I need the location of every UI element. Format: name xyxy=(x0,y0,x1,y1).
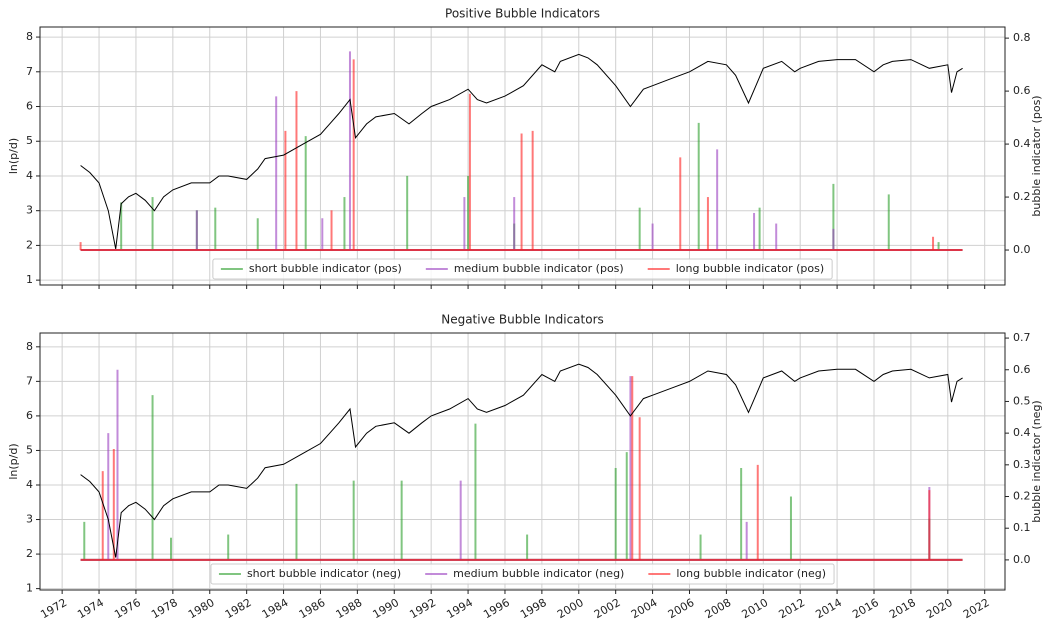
y2-tick-label: 0.0 xyxy=(1013,553,1031,566)
x-tick-label: 2016 xyxy=(850,596,881,620)
x-tick-label: 1990 xyxy=(371,596,402,620)
legend-box xyxy=(212,258,833,280)
x-tick-label: 2012 xyxy=(776,596,807,620)
legend-item: short bubble indicator (pos) xyxy=(220,262,402,275)
y2-tick-label: 0.4 xyxy=(1013,137,1031,150)
x-tick-label: 2018 xyxy=(887,596,918,620)
x-tick-label: 1980 xyxy=(186,596,217,620)
legend-item: long bubble indicator (neg) xyxy=(648,567,826,580)
x-tick-label: 1986 xyxy=(297,596,328,620)
y-tick-label: 5 xyxy=(26,443,33,456)
legend-item: medium bubble indicator (neg) xyxy=(425,567,624,580)
y-tick-label: 4 xyxy=(26,478,33,491)
x-tick-label: 1984 xyxy=(260,596,291,620)
x-tick-label: 1998 xyxy=(518,596,549,620)
y2-tick-label: 0.7 xyxy=(1013,331,1031,344)
x-tick-label: 1992 xyxy=(407,596,438,620)
legend-label: short bubble indicator (neg) xyxy=(247,567,401,580)
y2-tick-label: 0.5 xyxy=(1013,394,1031,407)
y-tick-label: 4 xyxy=(26,169,33,182)
y2-tick-label: 0.6 xyxy=(1013,363,1031,376)
y-tick-label: 1 xyxy=(26,582,33,595)
price-dividend-line xyxy=(80,363,963,558)
y-tick-label: 1 xyxy=(26,273,33,286)
y2-axis-label: bubble indicator (pos) xyxy=(1030,95,1043,216)
x-tick-label: 2020 xyxy=(924,596,955,620)
legend-item: long bubble indicator (pos) xyxy=(647,262,824,275)
x-tick-label: 2014 xyxy=(813,596,844,620)
legend-label: medium bubble indicator (neg) xyxy=(453,567,624,580)
plot-frame xyxy=(39,332,1006,591)
y-tick-label: 2 xyxy=(26,238,33,251)
plot-frame xyxy=(39,26,1006,286)
x-tick-label: 2000 xyxy=(555,596,586,620)
x-tick-label: 2010 xyxy=(740,596,771,620)
y-tick-label: 8 xyxy=(26,340,33,353)
legend-item: medium bubble indicator (pos) xyxy=(425,262,624,275)
y2-tick-label: 0.8 xyxy=(1013,31,1031,44)
y-tick-label: 5 xyxy=(26,134,33,147)
y-tick-label: 8 xyxy=(26,30,33,43)
y2-tick-label: 0.4 xyxy=(1013,426,1031,439)
y-axis-label: ln(p/d) xyxy=(7,138,20,174)
legend-label: long bubble indicator (pos) xyxy=(676,262,824,275)
x-tick-label: 2008 xyxy=(703,596,734,620)
legend-box xyxy=(210,563,835,585)
y-tick-label: 7 xyxy=(26,374,33,387)
y2-tick-label: 0.1 xyxy=(1013,521,1031,534)
x-tick-label: 2004 xyxy=(629,596,660,620)
x-tick-label: 2006 xyxy=(666,596,697,620)
y2-tick-label: 0.2 xyxy=(1013,190,1031,203)
y2-axis-label: bubble indicator (neg) xyxy=(1030,400,1043,522)
legend: short bubble indicator (neg) medium bubbl… xyxy=(210,563,835,585)
y-tick-label: 7 xyxy=(26,65,33,78)
y2-tick-label: 0.6 xyxy=(1013,84,1031,97)
x-tick-label: 2002 xyxy=(592,596,623,620)
y-tick-label: 6 xyxy=(26,409,33,422)
y-tick-label: 6 xyxy=(26,100,33,113)
y-tick-label: 2 xyxy=(26,547,33,560)
y2-tick-label: 0.3 xyxy=(1013,458,1031,471)
legend-label: long bubble indicator (neg) xyxy=(676,567,826,580)
y2-tick-label: 0.0 xyxy=(1013,243,1031,256)
x-tick-label: 1982 xyxy=(223,596,254,620)
x-tick-label: 1974 xyxy=(75,596,106,620)
y2-tick-label: 0.2 xyxy=(1013,490,1031,503)
legend-label: medium bubble indicator (pos) xyxy=(454,262,624,275)
x-tick-label: 1976 xyxy=(112,596,143,620)
legend-item: short bubble indicator (neg) xyxy=(218,567,401,580)
legend-label: short bubble indicator (pos) xyxy=(249,262,402,275)
x-tick-label: 1994 xyxy=(444,596,475,620)
legend: short bubble indicator (pos) medium bubbl… xyxy=(212,258,833,280)
y-tick-label: 3 xyxy=(26,513,33,526)
x-tick-label: 1972 xyxy=(38,596,69,620)
x-tick-label: 1978 xyxy=(149,596,180,620)
chart-title: Negative Bubble Indicators xyxy=(441,313,604,327)
y-tick-label: 3 xyxy=(26,204,33,217)
x-tick-label: 2022 xyxy=(961,596,992,620)
y-axis-label: ln(p/d) xyxy=(7,443,20,479)
chart-title: Positive Bubble Indicators xyxy=(445,7,600,21)
price-dividend-line xyxy=(80,53,963,249)
x-tick-label: 1988 xyxy=(334,596,365,620)
x-tick-label: 1996 xyxy=(481,596,512,620)
